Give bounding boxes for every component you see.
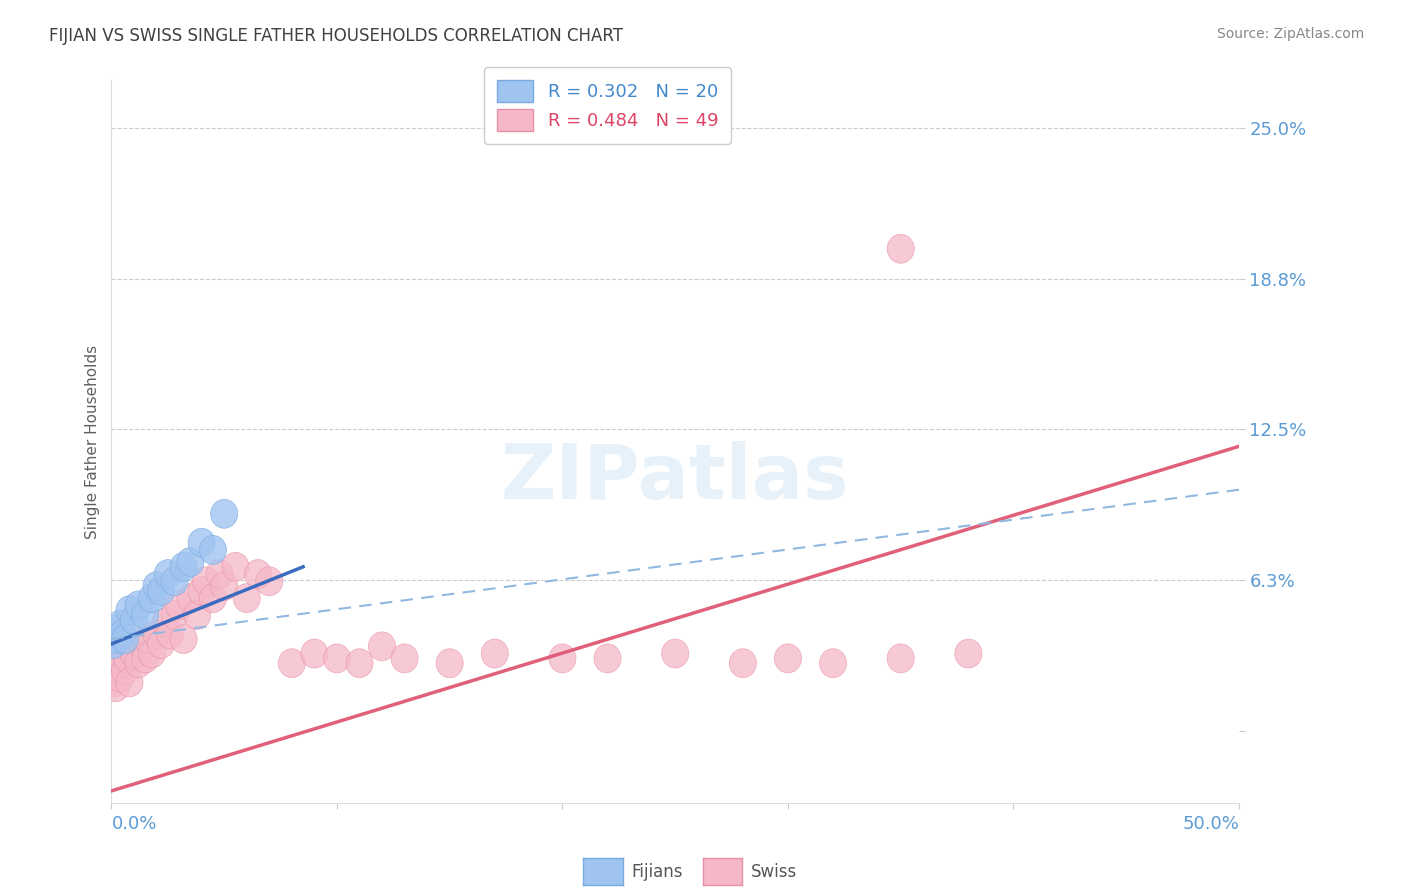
Text: Fijians: Fijians [631, 863, 683, 881]
Ellipse shape [887, 644, 914, 673]
Ellipse shape [114, 644, 141, 673]
Ellipse shape [593, 644, 621, 673]
Ellipse shape [278, 648, 305, 678]
Ellipse shape [177, 548, 204, 576]
Ellipse shape [346, 648, 373, 678]
Ellipse shape [138, 583, 166, 613]
Text: 50.0%: 50.0% [1182, 815, 1239, 833]
Ellipse shape [155, 559, 181, 589]
Ellipse shape [156, 620, 184, 648]
Ellipse shape [162, 566, 188, 596]
Ellipse shape [548, 644, 576, 673]
Ellipse shape [115, 668, 143, 697]
Ellipse shape [481, 639, 509, 668]
Text: Source: ZipAtlas.com: Source: ZipAtlas.com [1216, 27, 1364, 41]
Text: ZIPatlas: ZIPatlas [501, 441, 849, 515]
Ellipse shape [104, 624, 132, 654]
Ellipse shape [775, 644, 801, 673]
Ellipse shape [115, 596, 143, 624]
Ellipse shape [125, 591, 152, 620]
Ellipse shape [207, 559, 233, 589]
Ellipse shape [138, 639, 166, 668]
Ellipse shape [107, 663, 134, 692]
Ellipse shape [887, 235, 914, 263]
Ellipse shape [820, 648, 846, 678]
Ellipse shape [301, 639, 328, 668]
Ellipse shape [148, 630, 174, 658]
Ellipse shape [222, 552, 249, 582]
Ellipse shape [200, 535, 226, 565]
Ellipse shape [233, 583, 260, 613]
Ellipse shape [730, 648, 756, 678]
Ellipse shape [104, 656, 132, 685]
Ellipse shape [152, 607, 179, 637]
Ellipse shape [107, 610, 134, 639]
Ellipse shape [143, 620, 170, 648]
Ellipse shape [170, 624, 197, 654]
Ellipse shape [200, 583, 226, 613]
Ellipse shape [148, 576, 174, 606]
Text: 0.0%: 0.0% [111, 815, 157, 833]
Ellipse shape [100, 668, 127, 697]
Ellipse shape [103, 615, 129, 644]
Ellipse shape [170, 552, 197, 582]
Ellipse shape [121, 606, 148, 634]
Ellipse shape [121, 639, 148, 668]
Ellipse shape [177, 583, 204, 613]
Ellipse shape [323, 644, 350, 673]
Ellipse shape [110, 620, 136, 648]
Ellipse shape [143, 572, 170, 600]
Ellipse shape [391, 644, 418, 673]
Ellipse shape [162, 600, 188, 630]
Ellipse shape [111, 624, 138, 654]
Y-axis label: Single Father Households: Single Father Households [86, 344, 100, 539]
Ellipse shape [245, 559, 271, 589]
Ellipse shape [111, 656, 138, 685]
Ellipse shape [132, 644, 159, 673]
Ellipse shape [129, 632, 156, 661]
Ellipse shape [368, 632, 395, 661]
Ellipse shape [125, 648, 152, 678]
Ellipse shape [193, 566, 219, 596]
Ellipse shape [188, 576, 215, 606]
Ellipse shape [166, 591, 193, 620]
Ellipse shape [211, 572, 238, 600]
Ellipse shape [134, 624, 162, 654]
Ellipse shape [662, 639, 689, 668]
Ellipse shape [188, 528, 215, 558]
Ellipse shape [436, 648, 463, 678]
Ellipse shape [100, 630, 127, 658]
Text: FIJIAN VS SWISS SINGLE FATHER HOUSEHOLDS CORRELATION CHART: FIJIAN VS SWISS SINGLE FATHER HOUSEHOLDS… [49, 27, 623, 45]
Ellipse shape [256, 566, 283, 596]
Ellipse shape [955, 639, 981, 668]
Ellipse shape [110, 648, 136, 678]
Text: Swiss: Swiss [751, 863, 797, 881]
Ellipse shape [211, 500, 238, 528]
Ellipse shape [132, 600, 159, 630]
Ellipse shape [103, 673, 129, 702]
Legend: R = 0.302   N = 20, R = 0.484   N = 49: R = 0.302 N = 20, R = 0.484 N = 49 [484, 68, 731, 144]
Ellipse shape [184, 600, 211, 630]
